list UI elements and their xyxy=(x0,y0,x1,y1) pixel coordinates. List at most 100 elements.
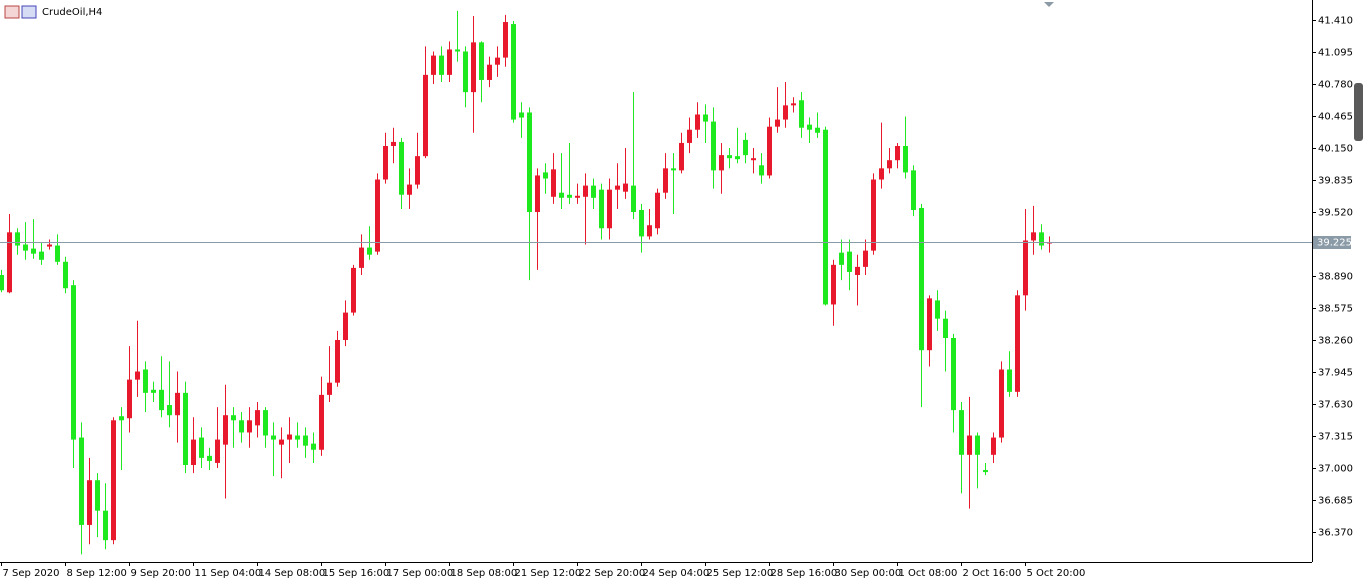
candle-body xyxy=(263,410,268,436)
y-tick-label: 38.890 xyxy=(1318,272,1353,283)
candle-body xyxy=(167,405,172,416)
candle-body xyxy=(247,420,252,433)
candle-body xyxy=(127,379,132,419)
candle-body xyxy=(463,51,468,93)
candle-body xyxy=(599,189,604,229)
candle-body xyxy=(519,112,524,118)
candle-body xyxy=(183,392,188,465)
current-price-label: 39.225 xyxy=(1317,238,1352,249)
candle-body xyxy=(39,251,44,260)
candle-body xyxy=(231,415,236,421)
candle-body xyxy=(239,420,244,433)
candle-body xyxy=(751,158,756,161)
scroll-widget[interactable] xyxy=(1354,83,1363,141)
candle-body xyxy=(703,114,708,122)
candle-body xyxy=(679,142,684,171)
candle-body xyxy=(71,285,76,440)
y-tick-label: 40.780 xyxy=(1318,80,1353,91)
candle-body xyxy=(823,129,828,305)
candle-body xyxy=(439,55,444,75)
candle-body xyxy=(535,175,540,213)
y-tick-label: 40.150 xyxy=(1318,144,1353,155)
icon-right xyxy=(21,5,37,19)
candle-body xyxy=(983,470,988,473)
candle-body xyxy=(863,250,868,267)
candle-body xyxy=(1015,295,1020,392)
y-tick-label: 36.370 xyxy=(1318,528,1353,539)
candle-body xyxy=(351,267,356,313)
candle-body xyxy=(159,389,164,411)
y-tick-label: 39.835 xyxy=(1318,176,1353,187)
candle-body xyxy=(559,192,564,198)
shift-marker xyxy=(1044,2,1054,7)
candle-body xyxy=(743,139,748,156)
candle-body xyxy=(927,298,932,351)
candle-body xyxy=(215,439,220,463)
candle-body xyxy=(487,64,492,80)
candle-body xyxy=(951,337,956,411)
y-tick-label: 39.520 xyxy=(1318,208,1353,219)
candle-body xyxy=(311,443,316,450)
candle-body xyxy=(639,209,644,237)
candle-body xyxy=(911,170,916,210)
candle-body xyxy=(135,371,140,380)
candle-body xyxy=(15,232,20,246)
candle-body xyxy=(31,248,36,254)
x-tick-label: 7 Sep 2020 xyxy=(3,568,60,579)
x-tick-label: 8 Sep 12:00 xyxy=(67,568,127,579)
candle-body xyxy=(551,169,556,197)
x-tick-label: 18 Sep 08:00 xyxy=(451,568,518,579)
x-tick-label: 5 Oct 20:00 xyxy=(1027,568,1086,579)
candle-body xyxy=(23,244,28,251)
candle-body xyxy=(143,369,148,393)
candle-body xyxy=(423,74,428,157)
candle-body xyxy=(855,266,860,276)
x-tick-label: 15 Sep 16:00 xyxy=(323,568,390,579)
x-tick-label: 30 Sep 00:00 xyxy=(835,568,902,579)
x-tick-label: 25 Sep 12:00 xyxy=(707,568,774,579)
candle-body xyxy=(87,480,92,525)
candle-body xyxy=(151,389,156,393)
candle-body xyxy=(103,510,108,541)
candle-body xyxy=(375,179,380,252)
candle-body xyxy=(919,207,924,351)
candle-body xyxy=(735,156,740,160)
candle-body xyxy=(303,435,308,446)
candle-body xyxy=(831,264,836,305)
candle-body xyxy=(63,261,68,289)
candle-body xyxy=(55,245,60,262)
candle-body xyxy=(623,183,628,192)
candle-body xyxy=(671,168,676,171)
x-tick-label: 22 Sep 20:00 xyxy=(579,568,646,579)
candle-body xyxy=(895,145,900,161)
candle-body xyxy=(431,55,436,75)
candle-body xyxy=(199,437,204,458)
candle-body xyxy=(327,382,332,395)
candle-body xyxy=(807,124,812,130)
candle-body xyxy=(511,24,516,120)
candle-body xyxy=(719,155,724,171)
y-tick-label: 37.630 xyxy=(1318,400,1353,411)
candle-body xyxy=(583,185,588,197)
x-tick-label: 2 Oct 16:00 xyxy=(963,568,1022,579)
y-tick-label: 38.260 xyxy=(1318,336,1353,347)
candle-body xyxy=(1039,232,1044,246)
candle-body xyxy=(495,57,500,65)
candle-body xyxy=(1007,369,1012,392)
x-tick-label: 28 Sep 16:00 xyxy=(771,568,838,579)
candle-body xyxy=(47,244,52,247)
y-tick-label: 37.945 xyxy=(1318,368,1353,379)
candle-body xyxy=(447,49,452,75)
candle-body xyxy=(655,192,660,229)
x-tick-label: 17 Sep 00:00 xyxy=(387,568,454,579)
candle-body xyxy=(543,172,548,179)
x-tick-label: 9 Sep 20:00 xyxy=(131,568,191,579)
candle-body xyxy=(575,195,580,198)
icon-left xyxy=(4,5,20,19)
candle-body xyxy=(967,435,972,455)
candle-body xyxy=(839,252,844,265)
candle-body xyxy=(959,410,964,455)
candle-body xyxy=(711,121,716,171)
candle-body xyxy=(383,145,388,180)
